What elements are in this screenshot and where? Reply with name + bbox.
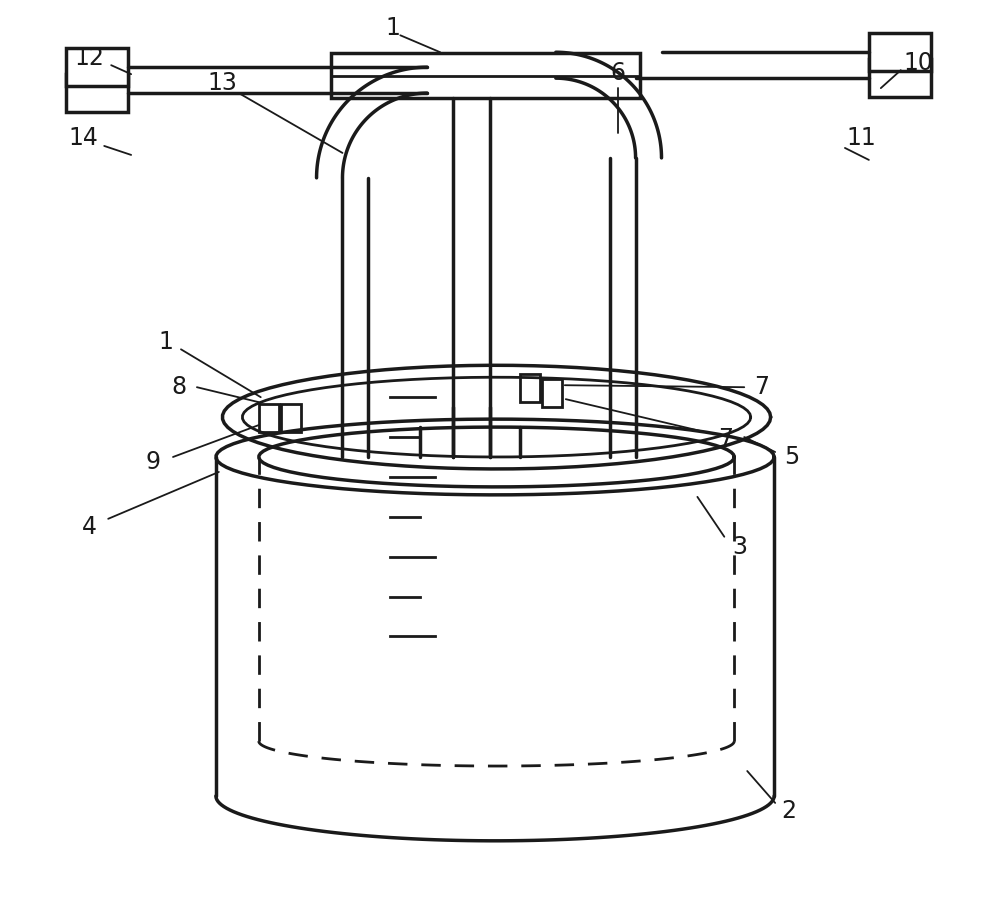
Text: 2: 2 [782, 799, 797, 823]
Bar [542, 379, 562, 407]
Text: 5: 5 [784, 445, 800, 469]
Text: 9: 9 [146, 450, 161, 474]
Bar [66, 74, 128, 112]
Text: 10: 10 [904, 51, 934, 75]
Text: 1: 1 [159, 330, 173, 355]
Text: 7: 7 [754, 375, 769, 399]
Bar [259, 405, 279, 432]
Text: 13: 13 [208, 71, 238, 95]
Bar [66, 48, 128, 86]
Text: 4: 4 [82, 515, 97, 539]
Text: 6: 6 [610, 61, 625, 85]
Bar [520, 375, 540, 402]
Text: 12: 12 [74, 46, 104, 70]
Bar [869, 59, 931, 97]
Bar [869, 34, 931, 71]
Bar [281, 405, 301, 432]
Text: 14: 14 [68, 126, 98, 150]
Text: 7: 7 [718, 427, 733, 451]
Text: 8: 8 [171, 375, 187, 399]
Text: 11: 11 [846, 126, 876, 150]
Text: 1: 1 [386, 16, 401, 40]
Bar [331, 54, 640, 98]
Text: 3: 3 [732, 535, 747, 559]
